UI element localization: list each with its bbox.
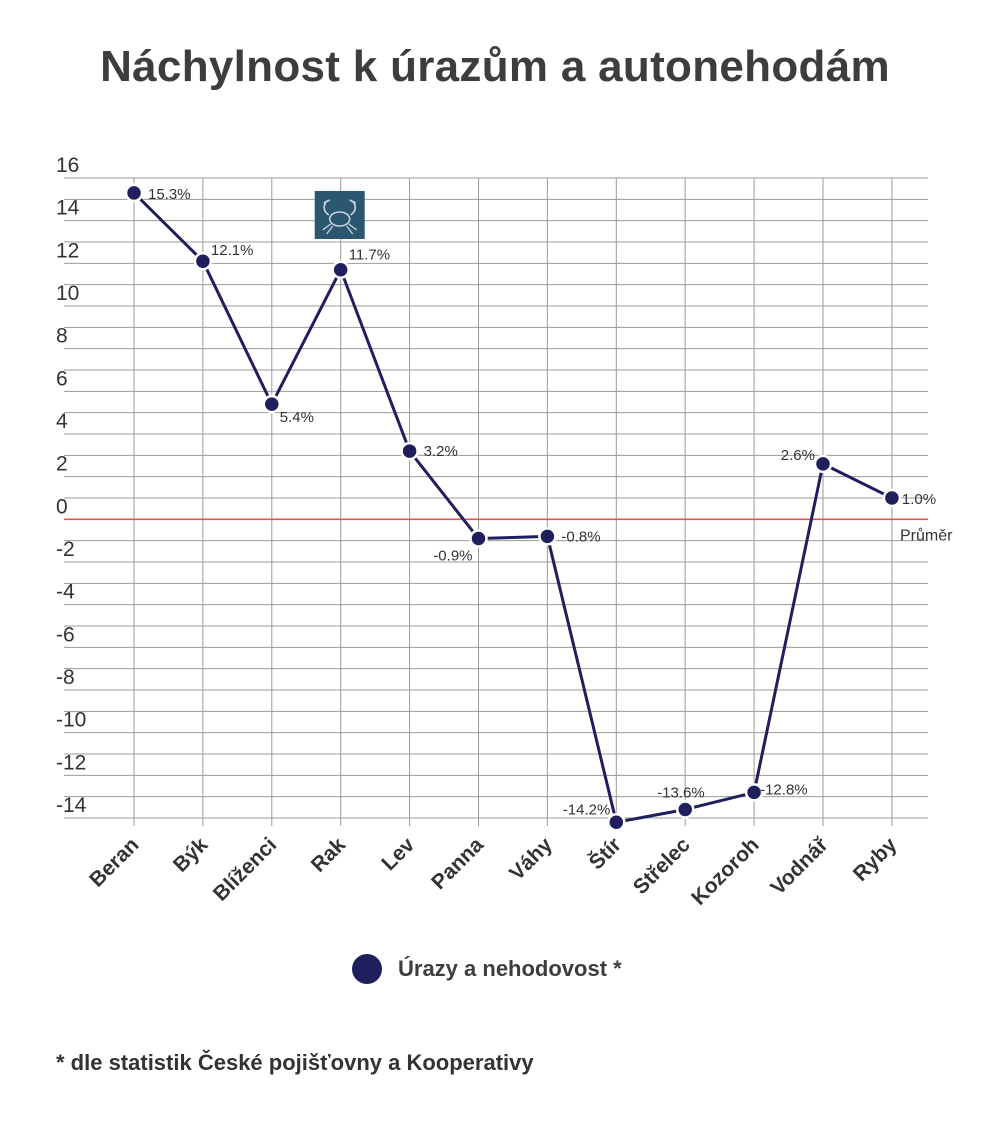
data-label: -0.9% <box>433 548 472 565</box>
data-label: 12.1% <box>211 242 254 259</box>
y-tick-label: 10 <box>56 282 79 305</box>
data-label: -13.6% <box>657 784 705 801</box>
y-tick-label: -14 <box>56 794 87 817</box>
line-chart: 16 14 12 10 8 6 4 2 0 -2 -4 -6 -8 -10 -12 -14 Beran BýkB… <box>56 154 953 910</box>
x-tick-label: Štír <box>584 833 626 875</box>
y-tick-label: -6 <box>56 623 75 646</box>
data-label: -12.8% <box>760 781 808 798</box>
data-point <box>538 527 557 546</box>
series-line <box>132 191 893 824</box>
average-label: Průměr <box>900 526 953 544</box>
legend: Úrazy a nehodovost * <box>352 954 622 984</box>
x-tick-label: Rak <box>307 833 351 877</box>
data-point <box>193 251 213 271</box>
x-tick-label: Býk <box>169 833 213 877</box>
data-point <box>607 813 626 832</box>
y-tick-label: -12 <box>56 751 86 774</box>
data-label: -14.2% <box>563 801 611 818</box>
crab-zodiac-icon <box>314 191 365 239</box>
data-point <box>675 800 695 819</box>
legend-label: Úrazy a nehodovost * <box>398 956 622 981</box>
data-label: 3.2% <box>424 443 458 460</box>
data-point <box>882 488 902 508</box>
x-tick-label: Střelec <box>629 833 695 899</box>
y-tick-label: 14 <box>56 197 80 220</box>
y-tick-label: 6 <box>56 367 68 390</box>
x-tick-label: Ryby <box>849 833 902 886</box>
y-tick-label: 4 <box>56 410 68 433</box>
y-tick-label: 8 <box>56 325 68 348</box>
y-tick-label: 0 <box>56 495 68 518</box>
x-tick-label: Lev <box>377 833 419 875</box>
data-label: 15.3% <box>148 186 191 203</box>
data-point <box>813 454 833 474</box>
x-tick-label: Vodnář <box>766 833 833 900</box>
x-tick-label: Blíženci <box>209 833 281 905</box>
x-tick-label: Panna <box>427 833 488 894</box>
y-tick-label: 12 <box>56 239 79 262</box>
y-tick-label: 2 <box>56 453 68 476</box>
data-point <box>400 441 419 461</box>
data-label: 2.6% <box>781 447 815 464</box>
x-tick-label: Beran <box>85 833 143 891</box>
data-point <box>124 183 144 203</box>
y-tick-label: -2 <box>56 538 75 561</box>
y-tick-label: -10 <box>56 709 86 732</box>
footnote: * dle statistik České pojišťovny a Koope… <box>56 1050 534 1075</box>
data-label: 1.0% <box>902 491 936 508</box>
data-label: 11.7% <box>349 247 390 264</box>
y-tick-label: -4 <box>56 581 75 604</box>
data-label: -0.8% <box>561 528 600 545</box>
x-tick-label: Kozoroh <box>687 833 763 909</box>
y-tick-label: -8 <box>56 666 75 689</box>
data-point <box>469 529 488 548</box>
data-point <box>262 394 282 414</box>
legend-marker <box>352 954 382 984</box>
y-tick-label: 16 <box>56 154 79 177</box>
data-label: 5.4% <box>280 409 314 426</box>
x-tick-label: Váhy <box>505 833 557 885</box>
data-point <box>744 783 764 802</box>
data-point <box>331 260 350 279</box>
chart-title: Náchylnost k úrazům a autonehodám <box>100 42 890 91</box>
